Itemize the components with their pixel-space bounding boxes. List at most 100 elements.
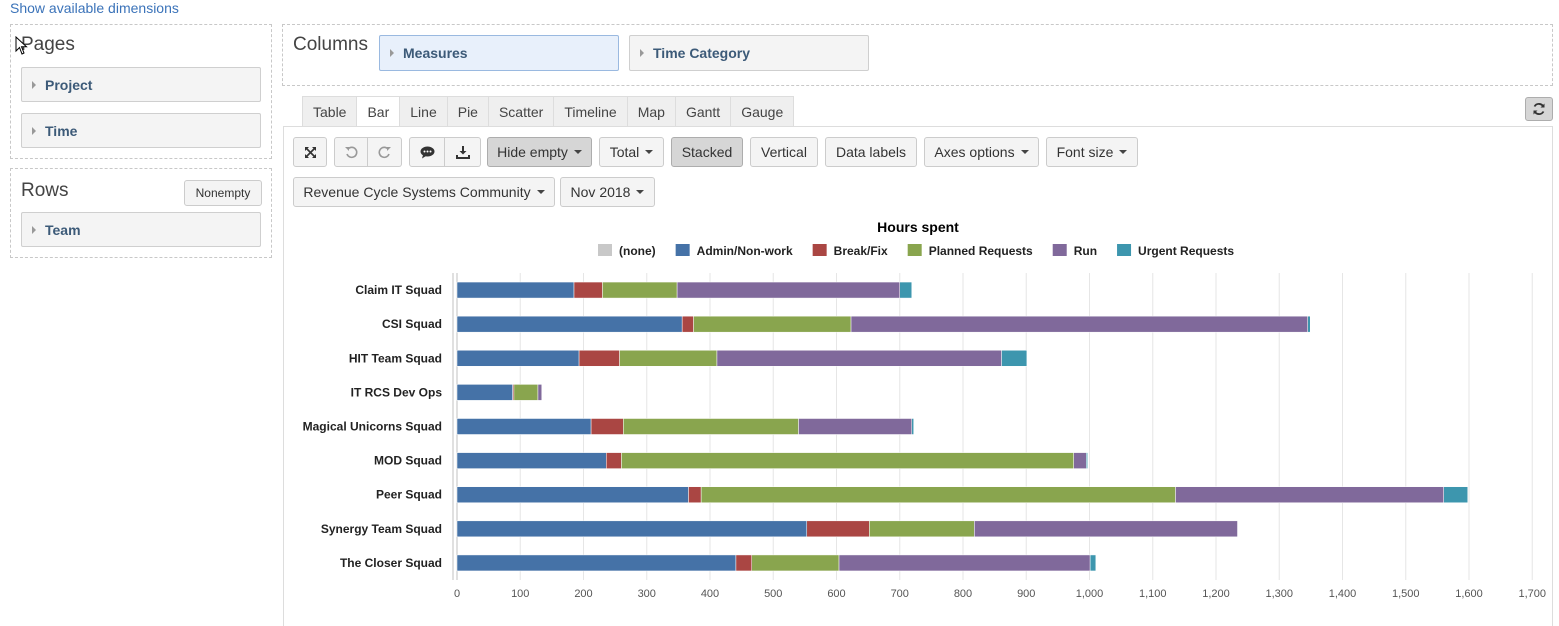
caret-down-icon xyxy=(573,150,582,154)
refresh-button[interactable] xyxy=(1525,97,1553,121)
hide-empty-dropdown[interactable]: Hide empty xyxy=(487,137,592,167)
bar-segment[interactable] xyxy=(1175,486,1444,503)
bar-segment[interactable] xyxy=(623,418,799,435)
bar-segment[interactable] xyxy=(798,418,913,435)
bar-segment[interactable] xyxy=(688,486,702,503)
tab-gauge[interactable]: Gauge xyxy=(730,96,795,127)
bar-segment[interactable] xyxy=(838,554,1091,572)
category-label: HIT Team Squad xyxy=(349,351,442,365)
legend-label: Run xyxy=(1074,244,1097,258)
bar-segment[interactable] xyxy=(693,315,852,333)
bar-segment[interactable] xyxy=(578,350,620,367)
category-label: Peer Squad xyxy=(376,488,442,502)
category-label: CSI Squad xyxy=(382,317,442,331)
total-dropdown[interactable]: Total xyxy=(599,137,664,167)
bar-segment[interactable] xyxy=(573,281,603,299)
chart-bars xyxy=(456,281,1468,572)
bar-segment[interactable] xyxy=(1086,452,1088,469)
tab-bar[interactable]: Bar xyxy=(356,96,400,127)
undo-button[interactable] xyxy=(334,137,368,167)
tab-scatter[interactable]: Scatter xyxy=(487,96,554,127)
x-tick-label: 300 xyxy=(638,588,656,600)
rows-title: Rows xyxy=(21,180,69,201)
tab-pie[interactable]: Pie xyxy=(446,96,488,127)
bar-segment[interactable] xyxy=(735,554,752,572)
stacked-toggle[interactable]: Stacked xyxy=(671,137,743,167)
bar-segment[interactable] xyxy=(681,315,694,333)
bar-segment[interactable] xyxy=(700,486,1176,503)
x-tick-label: 1,100 xyxy=(1139,588,1167,600)
bar-segment[interactable] xyxy=(456,452,607,469)
bar-segment[interactable] xyxy=(1073,452,1087,469)
chart-x-tick-labels: 0 100 200 300 400 500 600 700 800 900 1,000 1,100 1,… xyxy=(454,588,1546,600)
tab-table[interactable]: Table xyxy=(302,96,357,127)
category-label: The Closer Squad xyxy=(340,556,442,570)
category-label: Synergy Team Squad xyxy=(321,522,442,536)
legend-swatch xyxy=(598,244,612,256)
tab-line[interactable]: Line xyxy=(399,96,447,127)
project-filter-dropdown[interactable]: Revenue Cycle Systems Community xyxy=(293,177,555,207)
bar-segment[interactable] xyxy=(899,281,913,299)
bar-segment[interactable] xyxy=(621,452,1074,469)
bar-segment[interactable] xyxy=(602,281,678,299)
chart-title: Hours spent xyxy=(877,219,959,235)
bar-segment[interactable] xyxy=(456,384,513,401)
bar-segment[interactable] xyxy=(1307,315,1311,333)
time-filter-dropdown[interactable]: Nov 2018 xyxy=(560,177,655,207)
fullscreen-button[interactable] xyxy=(293,137,327,167)
bar-segment[interactable] xyxy=(1443,486,1468,503)
tab-map[interactable]: Map xyxy=(626,96,675,127)
nonempty-button[interactable]: Nonempty xyxy=(184,180,262,206)
bar-segment[interactable] xyxy=(974,520,1238,538)
data-labels-toggle[interactable]: Data labels xyxy=(825,137,917,167)
tab-gantt[interactable]: Gantt xyxy=(674,96,731,127)
legend-swatch xyxy=(1117,244,1132,256)
x-tick-label: 1,500 xyxy=(1392,588,1420,600)
comment-button[interactable] xyxy=(409,137,445,167)
caret-down-icon xyxy=(536,190,545,194)
bar-segment[interactable] xyxy=(1001,350,1028,367)
axes-options-dropdown[interactable]: Axes options xyxy=(924,137,1039,167)
bar-segment[interactable] xyxy=(911,418,914,435)
x-tick-label: 1,400 xyxy=(1329,588,1357,600)
dimension-time-category[interactable]: Time Category xyxy=(629,35,869,71)
dimension-team[interactable]: Team xyxy=(21,212,261,247)
pages-zone: Pages Project Time xyxy=(10,24,272,159)
bar-segment[interactable] xyxy=(590,418,624,435)
x-tick-label: 100 xyxy=(511,588,529,600)
bar-chart: Hours spent (none) Admin/Non-work Break/Fi… xyxy=(303,219,1546,600)
dimension-measures[interactable]: Measures xyxy=(379,35,619,71)
show-dimensions-link[interactable]: Show available dimensions xyxy=(10,0,179,16)
bar-segment[interactable] xyxy=(751,554,840,572)
x-tick-label: 1,200 xyxy=(1202,588,1230,600)
bar-segment[interactable] xyxy=(456,418,592,435)
bar-segment[interactable] xyxy=(456,520,808,538)
dimension-time[interactable]: Time xyxy=(21,113,261,148)
bar-segment[interactable] xyxy=(806,520,870,538)
dimension-project[interactable]: Project xyxy=(21,67,261,102)
bar-segment[interactable] xyxy=(456,281,575,299)
bar-segment[interactable] xyxy=(456,554,737,572)
undo-icon xyxy=(345,146,358,159)
bar-segment[interactable] xyxy=(850,315,1308,333)
total-label: Total xyxy=(609,144,640,160)
font-size-dropdown[interactable]: Font size xyxy=(1046,137,1138,167)
bar-segment[interactable] xyxy=(619,350,718,367)
bar-segment[interactable] xyxy=(537,384,543,401)
bar-segment[interactable] xyxy=(606,452,622,469)
bar-segment[interactable] xyxy=(456,315,683,333)
caret-right-icon xyxy=(32,225,36,234)
bar-segment[interactable] xyxy=(716,350,1002,367)
download-button[interactable] xyxy=(445,137,481,167)
comment-download-group xyxy=(409,137,481,167)
bar-segment[interactable] xyxy=(456,486,689,503)
caret-right-icon xyxy=(32,126,36,135)
bar-segment[interactable] xyxy=(513,384,539,401)
bar-segment[interactable] xyxy=(869,520,975,538)
bar-segment[interactable] xyxy=(456,350,580,367)
bar-segment[interactable] xyxy=(1089,554,1097,572)
redo-button[interactable] xyxy=(368,137,402,167)
tab-timeline[interactable]: Timeline xyxy=(553,96,627,127)
vertical-toggle[interactable]: Vertical xyxy=(750,137,818,167)
bar-segment[interactable] xyxy=(676,281,900,299)
